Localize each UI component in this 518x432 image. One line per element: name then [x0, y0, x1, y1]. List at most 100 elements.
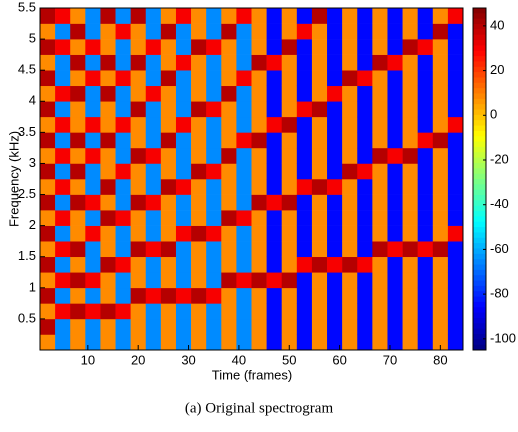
heat-cell — [55, 179, 71, 195]
heat-cell — [372, 85, 388, 102]
heat-cell — [40, 54, 56, 71]
heat-cell — [387, 179, 403, 195]
heat-cell — [251, 318, 267, 335]
heat-cell — [130, 179, 147, 195]
heat-cell — [175, 287, 192, 304]
heat-cell — [387, 210, 403, 226]
colorbar-step — [473, 72, 486, 78]
heat-cell — [130, 256, 147, 273]
heat-cell — [342, 147, 358, 164]
heat-cell — [236, 241, 252, 258]
heat-cell — [55, 147, 71, 164]
heat-cell — [417, 241, 434, 258]
heat-cell — [145, 54, 162, 71]
heat-cell — [55, 241, 71, 258]
heat-cell — [160, 303, 177, 320]
heat-cell — [115, 225, 131, 242]
heat-cell — [191, 23, 207, 40]
heat-cell — [160, 54, 177, 71]
heat-cell — [175, 318, 192, 335]
heat-cell — [160, 318, 177, 335]
heat-cell — [115, 8, 131, 24]
heat-cell — [296, 287, 313, 304]
heat-cell — [417, 334, 434, 351]
colorbar-step — [473, 61, 486, 68]
heat-cell — [357, 179, 373, 195]
heat-cell — [402, 179, 418, 195]
heat-cell — [40, 70, 56, 87]
heat-cell — [327, 116, 343, 133]
heat-cell — [206, 23, 222, 40]
heat-cell — [281, 194, 298, 211]
colorbar-step — [473, 18, 486, 25]
heat-cell — [40, 23, 56, 40]
heat-cell — [221, 116, 237, 133]
heat-cell — [342, 287, 358, 304]
heat-cell — [432, 54, 449, 71]
heat-cell — [432, 272, 449, 289]
heat-cell — [100, 272, 116, 289]
heat-cell — [402, 23, 418, 40]
heat-cell — [160, 334, 177, 351]
colorbar-step — [473, 307, 486, 314]
colorbar-tick-label: -60 — [490, 241, 509, 256]
heat-cell — [402, 241, 418, 258]
heat-cell — [236, 70, 252, 87]
heat-cell — [100, 194, 116, 211]
heat-cell — [55, 210, 71, 226]
heat-cell — [115, 256, 131, 273]
colorbar-step — [473, 232, 486, 239]
heat-cell — [236, 225, 252, 242]
colorbar-step — [473, 109, 486, 116]
colorbar-step — [473, 328, 486, 335]
heat-cell — [311, 179, 328, 195]
heat-cell — [447, 85, 464, 102]
heat-cell — [327, 147, 343, 164]
heat-cell — [236, 256, 252, 273]
heat-cell — [266, 70, 283, 87]
heat-cell — [327, 334, 343, 351]
heat-cell — [387, 70, 403, 87]
colorbar-step — [473, 243, 486, 249]
heat-cell — [372, 241, 388, 258]
heat-cell — [206, 287, 222, 304]
heat-cell — [70, 179, 86, 195]
heat-cell — [175, 39, 192, 55]
heat-cell — [387, 85, 403, 102]
heat-cell — [432, 303, 449, 320]
heat-cell — [130, 272, 147, 289]
heat-cell — [281, 318, 298, 335]
heat-cell — [327, 85, 343, 102]
heat-cell — [327, 225, 343, 242]
heat-cell — [236, 272, 252, 289]
heat-cell — [296, 101, 313, 118]
heat-cell — [236, 39, 252, 55]
heat-cell — [100, 54, 116, 71]
heat-cell — [145, 70, 162, 87]
heat-cell — [70, 194, 86, 211]
heat-cell — [100, 256, 116, 273]
heat-cell — [160, 132, 177, 149]
heat-cell — [85, 116, 101, 133]
heat-cell — [115, 54, 131, 71]
colorbar-step — [473, 114, 486, 121]
heat-cell — [417, 147, 434, 164]
heat-cell — [387, 54, 403, 71]
heat-cell — [160, 23, 177, 40]
heat-cell — [191, 241, 207, 258]
heat-cell — [372, 39, 388, 55]
heat-cell — [417, 194, 434, 211]
heat-cell — [221, 8, 237, 24]
heat-cell — [296, 179, 313, 195]
heat-cell — [372, 132, 388, 149]
heat-cell — [327, 132, 343, 149]
colorbar-step — [473, 130, 486, 137]
heat-cell — [55, 23, 71, 40]
heat-cell — [417, 23, 434, 40]
heat-cell — [40, 116, 56, 133]
heat-cell — [206, 225, 222, 242]
heat-cell — [266, 39, 283, 55]
y-axis-label: Frequency (kHz) — [6, 131, 21, 227]
heat-cell — [236, 8, 252, 24]
heat-cell — [115, 241, 131, 258]
